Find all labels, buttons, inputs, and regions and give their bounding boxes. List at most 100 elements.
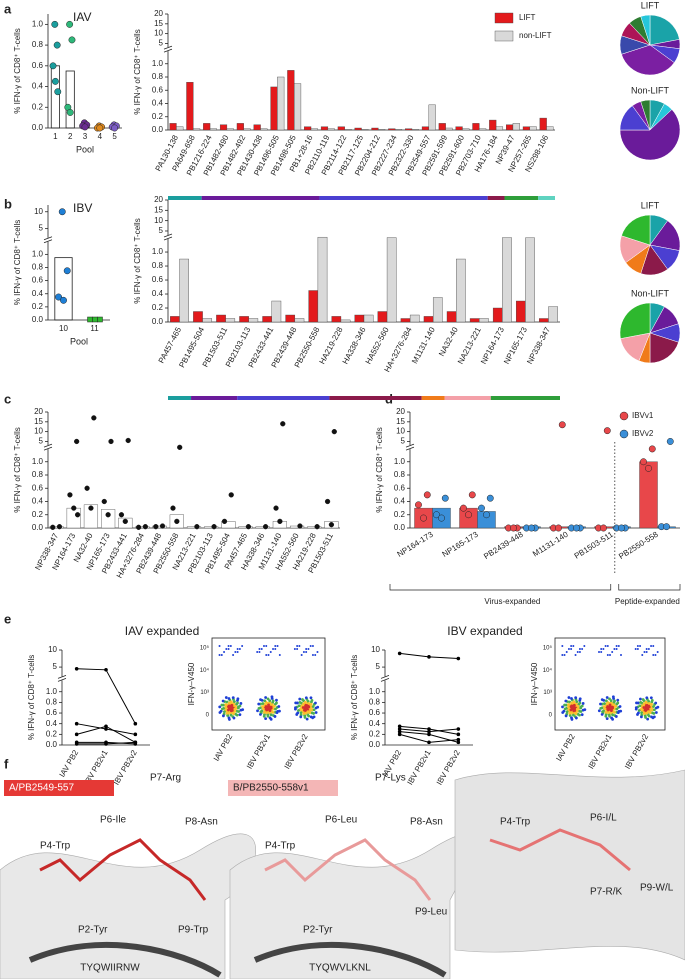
x-tick-label: IBV PB2v2 xyxy=(112,748,139,786)
flow-dot xyxy=(617,645,620,647)
flow-dot xyxy=(237,706,240,710)
y-tick-label: 5 xyxy=(401,437,406,446)
protein-strip xyxy=(329,396,422,400)
flow-dot xyxy=(311,705,315,708)
flow-dot xyxy=(266,697,270,701)
data-point xyxy=(510,524,517,532)
y-tick-label: 1.0 xyxy=(394,457,406,466)
y-tick-label: 10 xyxy=(34,427,43,436)
line-point xyxy=(427,732,431,737)
flow-dot xyxy=(307,714,311,718)
x-tick-label: NP164-173 xyxy=(396,530,436,559)
residue-label: P9-Leu xyxy=(415,907,447,918)
flow-dot xyxy=(605,696,609,699)
data-point xyxy=(645,464,652,472)
flow-dot xyxy=(234,651,237,653)
data-point xyxy=(74,438,80,445)
line-point xyxy=(397,651,402,656)
protein-strip xyxy=(421,396,445,400)
bar xyxy=(66,507,81,529)
data-point xyxy=(603,427,611,435)
protein-strip xyxy=(168,196,202,200)
bar xyxy=(492,307,503,323)
flow-dot xyxy=(227,645,230,647)
y-tick-label: 20 xyxy=(34,407,43,416)
axis-break xyxy=(163,236,173,241)
data-point xyxy=(245,524,252,530)
line xyxy=(76,668,136,724)
data-point xyxy=(60,296,67,304)
y-tick-label: 5 xyxy=(376,662,381,671)
flow-dot xyxy=(639,715,643,719)
pie-slice xyxy=(619,109,681,161)
axis-break xyxy=(43,443,53,448)
axis-break xyxy=(380,678,390,682)
legend-swatch xyxy=(494,30,514,42)
flow-dot xyxy=(604,645,607,647)
y-tick-label: 20 xyxy=(154,195,163,204)
flow-dot xyxy=(609,654,611,656)
protein-strip xyxy=(538,196,555,200)
bar xyxy=(423,316,434,323)
flow-dot xyxy=(301,698,304,701)
bar xyxy=(152,525,167,529)
flow-dot xyxy=(639,645,642,647)
residue-label: P6-Leu xyxy=(325,815,357,826)
y-axis-label: % IFN-γ of CD8⁺ T-cells xyxy=(13,28,22,113)
bar xyxy=(489,119,497,131)
flow-dot xyxy=(598,651,600,653)
residue-label: P7-Lys xyxy=(375,773,406,784)
bar xyxy=(432,297,443,323)
residue-label: P4-Trp xyxy=(40,841,71,852)
flow-dot xyxy=(221,699,225,703)
data-point xyxy=(558,421,566,429)
flow-dot xyxy=(306,710,310,714)
flow-dot xyxy=(269,717,273,721)
data-point xyxy=(135,524,142,530)
flow-dot xyxy=(272,648,275,650)
flow-dot xyxy=(229,645,232,647)
bar xyxy=(310,128,318,131)
data-point xyxy=(68,36,76,44)
data-point xyxy=(600,524,607,532)
y-tick-label: 0.8 xyxy=(152,261,164,270)
flow-dot xyxy=(643,651,646,653)
data-point xyxy=(478,504,485,512)
flow-dots xyxy=(597,645,623,721)
flow-dot xyxy=(232,716,236,720)
flow-dot xyxy=(265,654,268,656)
x-tick-label: 1 xyxy=(53,132,58,141)
flow-dot xyxy=(220,703,224,707)
y-tick-label: 0.2 xyxy=(369,729,381,738)
flow-dot xyxy=(578,713,581,717)
legend-label: IBVv2 xyxy=(632,429,654,438)
data-point xyxy=(55,293,62,301)
residue-label: P9-W/L xyxy=(640,883,674,894)
flow-dot xyxy=(277,705,281,708)
flow-dot xyxy=(613,648,616,650)
flow-dot xyxy=(272,704,276,708)
flow-dot xyxy=(646,710,650,714)
bar xyxy=(354,314,365,323)
flow-dot xyxy=(271,711,275,714)
bar xyxy=(285,314,296,323)
flow-dots xyxy=(218,645,245,721)
flow-dot xyxy=(654,654,657,656)
line-point xyxy=(456,737,461,742)
x-tick-label: NA32-40 xyxy=(437,325,460,358)
flow-dot xyxy=(271,699,275,703)
flow-dot xyxy=(615,645,618,647)
flow-dot xyxy=(229,700,233,704)
data-point xyxy=(460,504,467,512)
panel-label: f xyxy=(4,756,9,771)
bar xyxy=(378,129,386,131)
y-tick-label: 1.0 xyxy=(152,247,164,256)
flow-dot xyxy=(225,711,229,715)
flow-dot xyxy=(228,718,231,721)
flow-dot xyxy=(227,697,231,700)
bar xyxy=(260,128,268,131)
flow-dot xyxy=(306,699,310,703)
flow-dot xyxy=(581,648,584,650)
bar xyxy=(472,123,480,131)
y-tick-label: 0.0 xyxy=(32,123,44,132)
